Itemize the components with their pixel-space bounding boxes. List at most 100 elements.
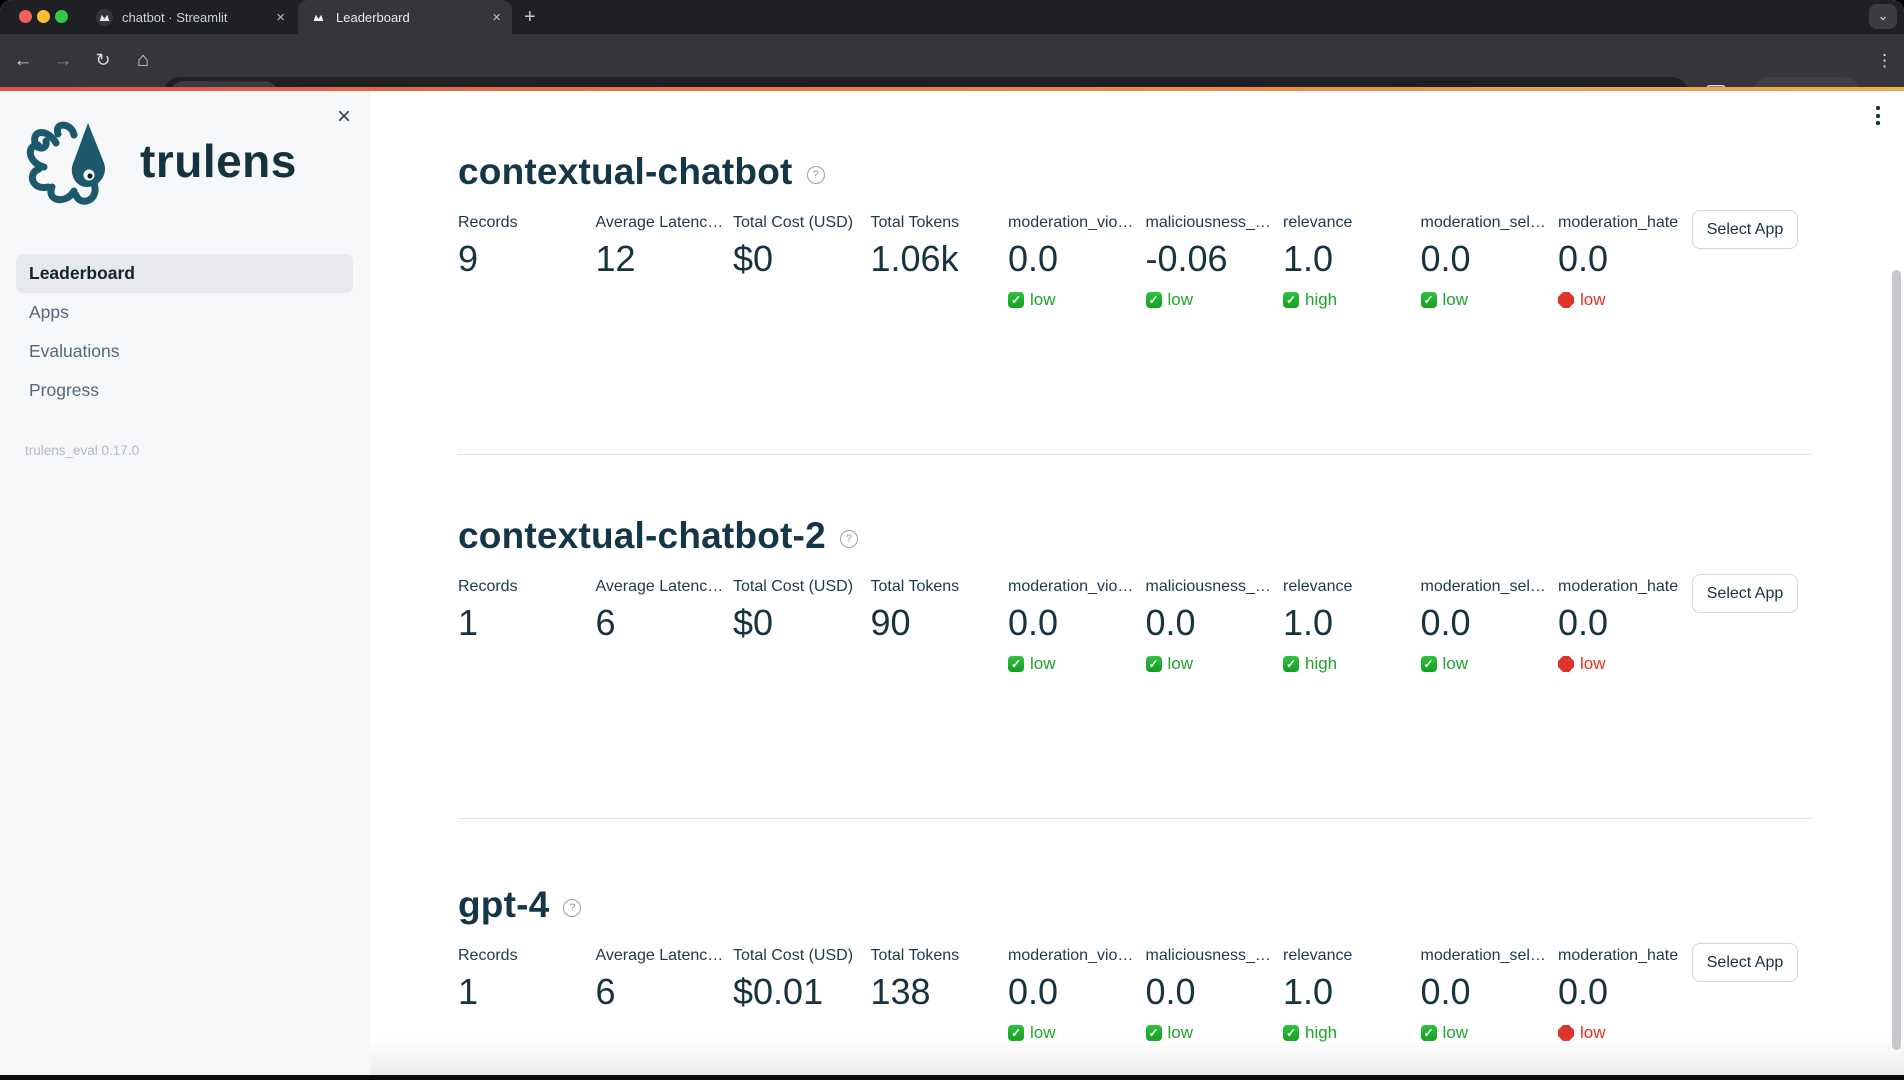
metric-label: Records [458,214,518,231]
check-icon: ✓ [1420,656,1437,672]
metric-total-cost: Total Cost (USD) $0.01 [733,947,871,1043]
sidebar-item-leaderboard[interactable]: Leaderboard [16,254,353,293]
badge-label: low [1167,654,1194,673]
metric-value: 1.0 [1283,602,1334,643]
app-menu-kebab-icon[interactable] [1876,106,1880,125]
check-icon: ✓ [1283,656,1299,672]
close-icon[interactable]: × [492,8,501,26]
metric-value: $0 [733,602,774,643]
traffic-light-close[interactable] [19,10,32,23]
metric-badge: low [1558,290,1696,310]
section-title: gpt-4 [458,884,550,925]
metric-label: maliciousness_… [1145,578,1271,595]
traffic-light-minimize[interactable] [37,10,50,23]
metric-total-cost: Total Cost (USD) $0 [733,578,871,674]
metric-moderation-selfharm: moderation_sel… 0.0 ✓ low [1420,947,1559,1043]
app-section-contextual-chatbot-2: contextual-chatbot-2 ? Records 1 Average… [458,512,1858,852]
streamlit-favicon-icon [310,8,327,26]
traffic-light-zoom[interactable] [55,10,68,23]
select-app-button[interactable]: Select App [1692,210,1798,249]
metric-moderation-selfharm: moderation_sel… 0.0 ✓ low [1420,578,1559,674]
metric-label: moderation_sel… [1420,578,1546,595]
check-icon: ✓ [1283,292,1299,308]
close-icon[interactable]: × [276,8,285,26]
metric-value: 1.0 [1283,238,1334,279]
scrollbar-thumb[interactable] [1892,270,1901,1050]
help-icon[interactable]: ? [839,529,858,548]
tab-search-chevron-icon[interactable]: ⌄ [1869,4,1897,29]
metric-value: 0.0 [1420,971,1471,1012]
metric-records: Records 1 [458,578,596,674]
metric-total-cost: Total Cost (USD) $0 [733,214,871,310]
browser-menu-kebab-icon[interactable]: ⋮ [1876,50,1893,70]
check-icon: ✓ [1420,292,1437,308]
metric-total-tokens: Total Tokens 90 [871,578,1009,674]
metric-value: 0.0 [1558,971,1609,1012]
metric-badge: ✓ low [1145,654,1284,674]
metric-value: 12 [595,238,636,279]
metric-records: Records 1 [458,947,596,1043]
metric-moderation-selfharm: moderation_sel… 0.0 ✓ low [1420,214,1559,310]
stop-icon [1558,656,1574,672]
metric-badge: ✓ low [1420,290,1559,310]
sidebar-close-icon[interactable]: × [336,103,351,130]
sidebar-item-evaluations[interactable]: Evaluations [16,332,353,371]
badge-label: low [1167,290,1194,309]
metric-label: relevance [1283,214,1353,231]
back-button[interactable]: ← [13,49,33,71]
home-button[interactable]: ⌂ [136,49,150,71]
help-icon[interactable]: ? [806,165,825,184]
metric-average-latency: Average Latenc… 12 [596,214,734,310]
forward-button[interactable]: → [53,49,73,71]
sidebar-item-apps[interactable]: Apps [16,293,353,332]
main-content: contextual-chatbot ? Records 9 Average L… [371,91,1904,1080]
metric-label: Records [458,947,518,964]
metrics-row: Records 1 Average Latenc… 6 Total Cost (… [458,578,1696,674]
badge-label: low [1442,290,1469,309]
metric-relevance: relevance 1.0 ✓ high [1283,578,1421,674]
squid-logo-icon [26,121,105,205]
metric-label: Total Tokens [870,947,960,964]
metric-value: 1.0 [1283,971,1334,1012]
metric-moderation-violence: moderation_vio… 0.0 ✓ low [1008,947,1146,1043]
metric-value: $0 [733,238,774,279]
select-app-button[interactable]: Select App [1692,574,1798,613]
metric-value: -0.06 [1145,238,1228,279]
reload-button[interactable]: ↻ [95,50,111,70]
metric-moderation-hate: moderation_hate 0.0 low [1558,947,1696,1043]
new-tab-button[interactable]: + [524,6,536,28]
badge-label: low [1030,1023,1056,1042]
stop-icon [1558,292,1574,308]
tab-title: Leaderboard [336,9,410,25]
tab-chatbot-streamlit[interactable]: chatbot · Streamlit × [84,0,296,34]
metric-label: relevance [1283,578,1353,595]
badge-label: high [1305,290,1338,309]
metric-value: 1.06k [870,238,959,279]
tab-leaderboard[interactable]: Leaderboard × [298,0,512,34]
sidebar-item-progress[interactable]: Progress [16,371,353,410]
metric-label: moderation_sel… [1420,947,1546,964]
metric-label: Records [458,578,518,595]
metric-moderation-hate: moderation_hate 0.0 low [1558,214,1696,310]
metric-records: Records 9 [458,214,596,310]
metric-badge: low [1558,654,1696,674]
metric-badge: ✓ high [1283,1023,1421,1043]
streamlit-favicon-icon [96,8,113,26]
metric-value: 0.0 [1145,971,1196,1012]
tab-strip: chatbot · Streamlit × Leaderboard × + ⌄ [0,0,1904,34]
badge-label: low [1580,1023,1606,1042]
badge-label: low [1030,654,1056,673]
metric-value: 6 [595,602,616,643]
metric-label: Total Tokens [870,214,960,231]
metric-badge: ✓ low [1008,1023,1146,1043]
select-app-button[interactable]: Select App [1692,943,1798,982]
metric-label: maliciousness_… [1145,214,1271,231]
section-title: contextual-chatbot-2 [458,515,826,556]
help-icon[interactable]: ? [563,898,582,917]
metric-label: moderation_hate [1558,578,1679,595]
metric-label: Total Cost (USD) [733,947,854,964]
metric-value: 6 [595,971,616,1012]
badge-label: low [1030,290,1056,309]
streamlit-decoration-bar [0,87,1904,91]
tab-title: chatbot · Streamlit [122,9,228,25]
